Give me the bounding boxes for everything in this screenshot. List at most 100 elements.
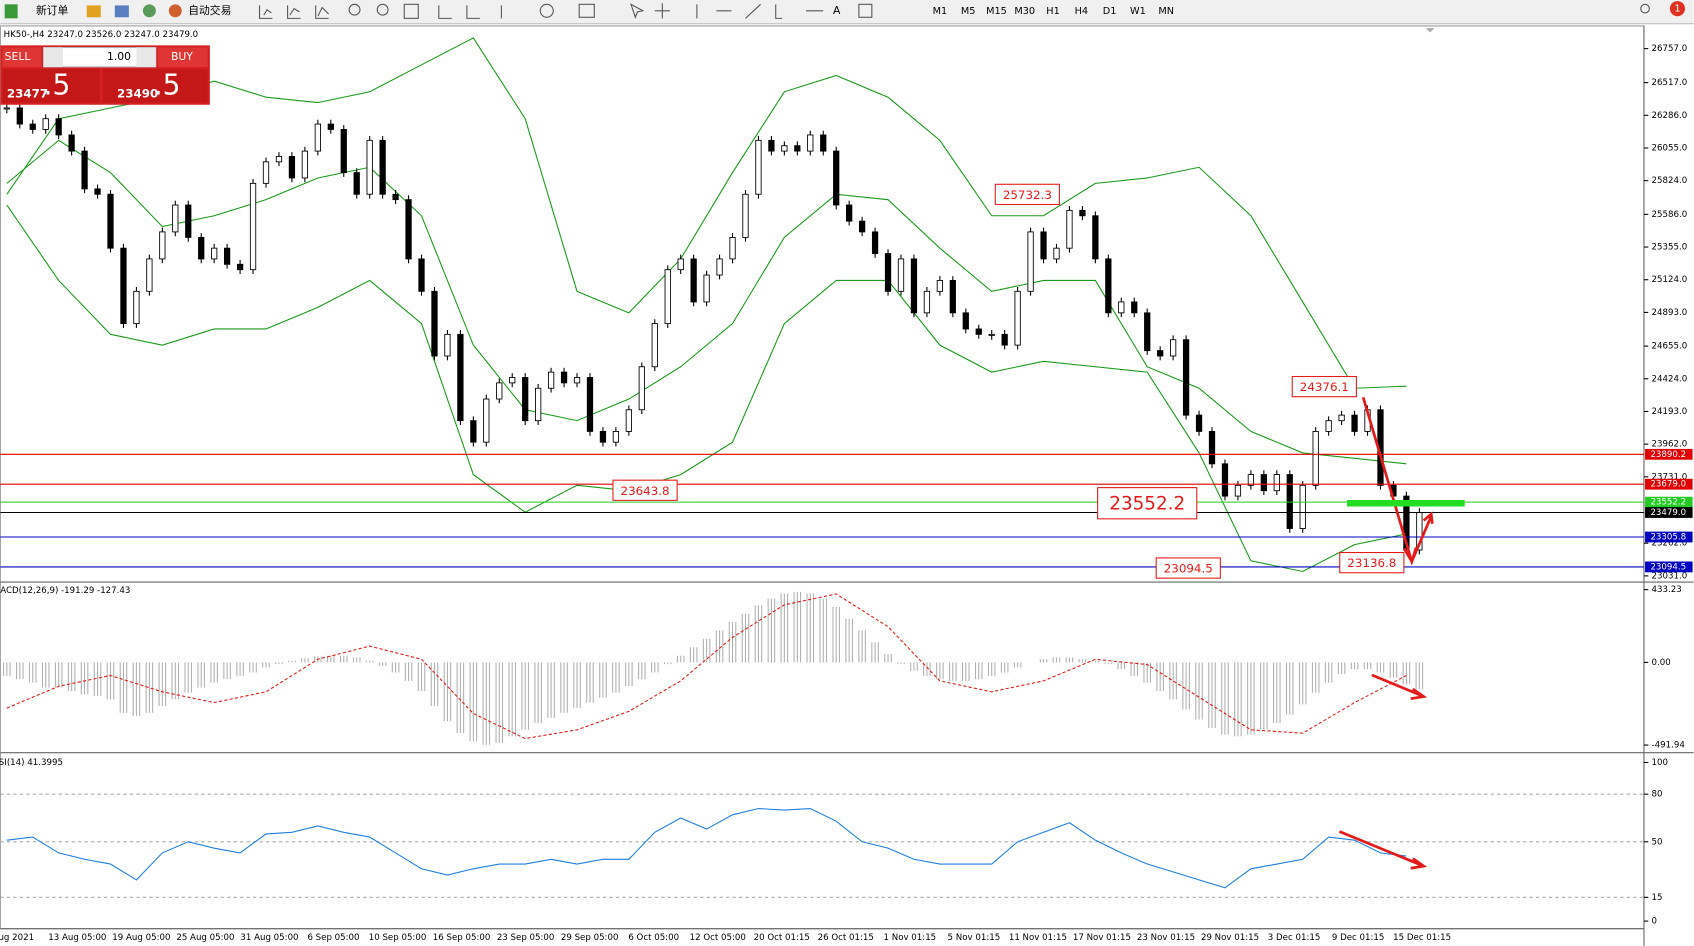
x-tick-label: 16 Sep 05:00 — [433, 933, 491, 943]
candle — [431, 290, 438, 357]
new-order-icon[interactable] — [4, 4, 18, 19]
candle — [910, 258, 918, 314]
auto-trading-icon[interactable] — [168, 4, 182, 18]
zoom-out[interactable] — [376, 3, 389, 16]
x-tick-label: 5 Nov 01:15 — [948, 933, 1001, 943]
y-tick-label: 24193.0 — [1652, 407, 1688, 417]
y-tick-label: 26286.0 — [1652, 111, 1688, 121]
candle — [159, 231, 166, 260]
sell-label[interactable]: SELL — [5, 50, 31, 63]
timeframe-button[interactable]: M1 — [933, 6, 948, 17]
candle — [366, 139, 373, 195]
y-tick-label: 23031.0 — [1652, 571, 1688, 581]
candle — [586, 377, 594, 432]
timeframe-button[interactable]: H1 — [1046, 6, 1059, 17]
volume-up[interactable] — [136, 47, 156, 67]
auto-trading-button[interactable]: 自动交易 — [188, 4, 231, 17]
drawing-tools — [258, 3, 1650, 19]
candle — [1131, 301, 1138, 314]
candle — [638, 366, 645, 411]
timeframe-button[interactable]: MN — [1158, 6, 1174, 17]
candle — [820, 134, 827, 152]
candle — [55, 118, 62, 136]
candle — [262, 161, 270, 184]
toolbar-icon[interactable] — [114, 5, 129, 18]
sell-button[interactable] — [2, 47, 42, 67]
zoom-in[interactable] — [348, 3, 361, 16]
buy-price-box[interactable] — [102, 69, 208, 103]
timeframe-button[interactable]: M15 — [986, 6, 1007, 17]
buy-price-fraction[interactable]: .5 — [154, 68, 181, 101]
volume-value[interactable]: 1.00 — [107, 50, 131, 63]
buy-label[interactable]: BUY — [171, 50, 193, 63]
level-price-box — [1645, 531, 1693, 543]
tile-windows[interactable] — [403, 3, 419, 19]
timeframe-button[interactable]: M30 — [1014, 6, 1035, 17]
periods-icon[interactable] — [539, 3, 554, 18]
timeframe-button[interactable]: M5 — [961, 6, 976, 17]
tool-icon[interactable] — [438, 5, 502, 19]
candle — [1040, 231, 1047, 260]
macd-pane: 433.23 0.00 -491.94 — [3, 585, 1685, 751]
candle — [858, 220, 866, 233]
templates-icon[interactable] — [578, 3, 595, 18]
candle — [444, 333, 451, 357]
x-tick-label: 23 Nov 01:15 — [1137, 933, 1195, 943]
candle — [327, 123, 334, 130]
chart-shift-marker — [1425, 28, 1435, 33]
timeframe-button[interactable]: H4 — [1075, 6, 1088, 17]
notification-badge[interactable] — [1669, 1, 1686, 17]
candle — [1092, 215, 1099, 260]
y-tick-label: 24655.0 — [1652, 342, 1688, 352]
toolbar-icon[interactable] — [86, 5, 101, 18]
candle — [249, 182, 257, 271]
tool-icon[interactable] — [315, 5, 330, 19]
buy-button[interactable] — [158, 47, 208, 67]
x-tick-label: 6 Sep 05:00 — [307, 933, 359, 943]
candle — [392, 193, 399, 201]
candle — [573, 377, 581, 384]
tool-icon[interactable] — [630, 3, 824, 19]
candle — [418, 258, 425, 292]
candle — [1105, 258, 1112, 314]
text-label-icon[interactable] — [858, 3, 873, 18]
x-tick-label: 11 Nov 01:15 — [1009, 933, 1067, 943]
y-tick-label: 26517.0 — [1652, 78, 1688, 88]
x-tick-label: 25 Aug 05:00 — [176, 933, 234, 943]
x-tick-label: 9 Dec 01:15 — [1332, 933, 1385, 943]
y-tick-label: 100 — [1652, 758, 1668, 768]
notification-count: 1 — [1674, 4, 1680, 15]
tool-icon[interactable] — [287, 5, 301, 19]
new-order-button[interactable]: 新订单 — [36, 4, 69, 17]
sell-price-fraction[interactable]: .5 — [44, 68, 71, 101]
price-annotation-box — [612, 479, 678, 501]
candle — [794, 145, 801, 152]
candle — [1221, 463, 1229, 497]
candle — [884, 253, 892, 292]
level-price-label: 23305.8 — [1650, 533, 1686, 543]
timeframe-button[interactable]: D1 — [1103, 6, 1117, 17]
sell-price-box[interactable] — [2, 69, 100, 103]
trend-arrows — [1338, 397, 1434, 870]
buy-price[interactable]: 23490 — [117, 86, 158, 100]
timeframe-button[interactable]: W1 — [1130, 6, 1146, 17]
candle — [535, 387, 542, 422]
candle — [1273, 474, 1280, 492]
search-icon[interactable] — [1640, 3, 1650, 14]
candle — [1247, 474, 1255, 486]
candle — [1053, 247, 1060, 260]
bollinger-lower — [6, 204, 1407, 573]
price-annotation: 23552.2 — [1109, 493, 1185, 514]
text-tool[interactable]: A — [833, 4, 841, 17]
toolbar-icon[interactable] — [142, 4, 156, 18]
rsi-line — [6, 807, 1407, 889]
sell-price[interactable]: 23477 — [7, 86, 48, 100]
x-tick-label: 17 Nov 01:15 — [1073, 933, 1131, 943]
candle — [1260, 474, 1267, 492]
volume-down[interactable] — [43, 47, 63, 67]
tool-icon[interactable] — [258, 5, 273, 19]
candle — [1234, 484, 1242, 497]
level-price-box — [1645, 507, 1693, 518]
x-tick-label: 15 Dec 01:15 — [1393, 933, 1451, 943]
price-annotation: 24376.1 — [1300, 380, 1349, 394]
